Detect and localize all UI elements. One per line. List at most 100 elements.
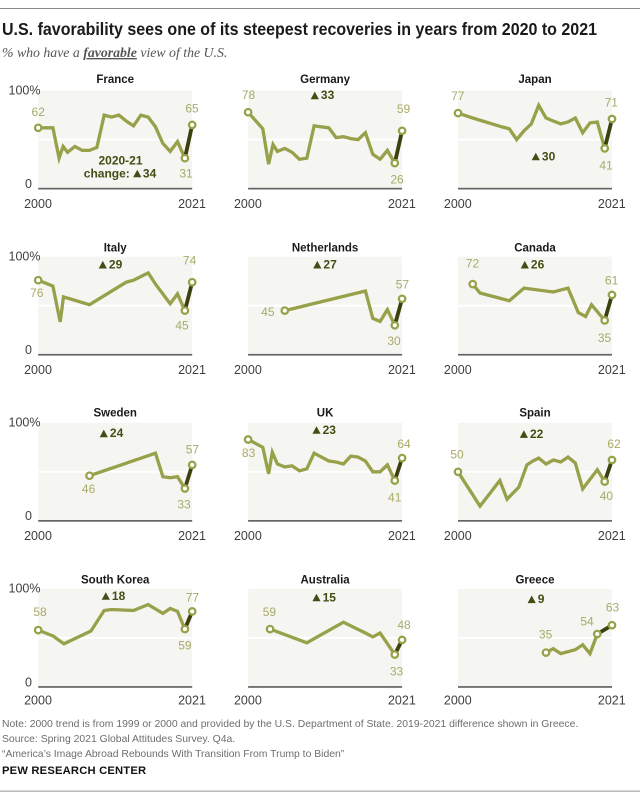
svg-text:Australia: Australia: [300, 575, 350, 587]
svg-text:2021: 2021: [178, 363, 206, 377]
svg-text:2000: 2000: [24, 693, 52, 707]
svg-text:59: 59: [178, 639, 192, 653]
svg-text:30: 30: [387, 334, 401, 348]
svg-text:65: 65: [185, 101, 199, 115]
svg-text:2000: 2000: [24, 363, 52, 377]
svg-text:2021: 2021: [388, 693, 416, 707]
svg-text:27: 27: [323, 258, 337, 272]
svg-text:30: 30: [542, 149, 556, 163]
svg-text:2021: 2021: [178, 529, 206, 543]
svg-text:2000: 2000: [444, 363, 472, 377]
svg-text:“America’s Image Abroad Reboun: “America’s Image Abroad Rebounds With Tr…: [2, 749, 345, 760]
svg-text:Spain: Spain: [519, 408, 550, 420]
svg-text:15: 15: [323, 590, 337, 604]
svg-text:France: France: [96, 74, 134, 86]
svg-text:Japan: Japan: [518, 74, 551, 86]
svg-text:2021: 2021: [178, 197, 206, 211]
svg-text:77: 77: [451, 89, 465, 103]
svg-text:Germany: Germany: [300, 74, 350, 86]
svg-text:59: 59: [397, 102, 411, 116]
svg-text:Note: 2000 trend is from 1999: Note: 2000 trend is from 1999 or 2000 an…: [2, 719, 578, 730]
svg-text:77: 77: [186, 590, 200, 604]
svg-text:61: 61: [605, 273, 619, 287]
svg-text:2021: 2021: [598, 529, 626, 543]
svg-text:100%: 100%: [9, 83, 41, 97]
svg-text:62: 62: [607, 437, 621, 451]
svg-text:26: 26: [390, 172, 404, 186]
svg-text:U.S. favorability sees one of: U.S. favorability sees one of its steepe…: [2, 19, 597, 39]
svg-text:41: 41: [599, 159, 613, 173]
svg-text:Canada: Canada: [514, 243, 556, 255]
svg-text:22: 22: [530, 427, 544, 441]
svg-text:100%: 100%: [9, 249, 41, 263]
svg-text:24: 24: [110, 426, 124, 440]
svg-text:62: 62: [32, 105, 46, 119]
svg-text:31: 31: [179, 167, 193, 181]
svg-text:Sweden: Sweden: [93, 408, 136, 420]
svg-text:33: 33: [177, 497, 191, 511]
svg-text:74: 74: [183, 254, 197, 268]
svg-text:63: 63: [606, 601, 620, 615]
svg-text:64: 64: [397, 437, 411, 451]
svg-text:59: 59: [263, 605, 277, 619]
svg-text:2021: 2021: [388, 363, 416, 377]
svg-text:29: 29: [109, 258, 123, 272]
svg-text:41: 41: [388, 491, 402, 505]
svg-text:Netherlands: Netherlands: [292, 243, 358, 255]
svg-text:2000: 2000: [234, 529, 262, 543]
svg-text:2021: 2021: [598, 197, 626, 211]
svg-text:45: 45: [261, 305, 275, 319]
svg-text:2000: 2000: [24, 197, 52, 211]
svg-text:45: 45: [175, 319, 189, 333]
svg-text:48: 48: [397, 618, 411, 632]
svg-text:33: 33: [390, 664, 404, 678]
svg-text:57: 57: [186, 442, 200, 456]
svg-text:2000: 2000: [234, 363, 262, 377]
svg-text:76: 76: [30, 286, 44, 300]
svg-text:2021: 2021: [388, 529, 416, 543]
svg-text:Italy: Italy: [104, 243, 128, 255]
svg-text:2000: 2000: [234, 197, 262, 211]
svg-text:Source: Spring 2021 Global Att: Source: Spring 2021 Global Attitudes Sur…: [2, 734, 235, 745]
svg-text:0: 0: [25, 177, 32, 191]
svg-text:change:: change:: [84, 166, 130, 180]
svg-text:40: 40: [600, 489, 614, 503]
svg-text:26: 26: [531, 258, 545, 272]
svg-text:72: 72: [466, 256, 480, 270]
svg-text:2000: 2000: [444, 693, 472, 707]
svg-text:35: 35: [598, 331, 612, 345]
svg-text:% who have a favorable view of: % who have a favorable view of the U.S.: [2, 45, 227, 60]
svg-text:South Korea: South Korea: [81, 575, 150, 587]
svg-text:78: 78: [242, 88, 256, 102]
svg-text:33: 33: [321, 88, 335, 102]
svg-text:71: 71: [605, 95, 619, 109]
svg-text:54: 54: [580, 615, 594, 629]
svg-text:35: 35: [539, 628, 553, 642]
svg-text:2021: 2021: [178, 693, 206, 707]
svg-text:0: 0: [25, 343, 32, 357]
svg-text:9: 9: [538, 592, 545, 606]
svg-text:2021: 2021: [598, 693, 626, 707]
svg-text:100%: 100%: [9, 416, 41, 430]
svg-text:2021: 2021: [598, 363, 626, 377]
svg-text:2000: 2000: [444, 197, 472, 211]
svg-text:PEW RESEARCH CENTER: PEW RESEARCH CENTER: [2, 765, 146, 777]
svg-text:2021: 2021: [388, 197, 416, 211]
svg-text:46: 46: [82, 482, 96, 496]
svg-text:50: 50: [450, 448, 464, 462]
svg-text:2020-21: 2020-21: [98, 153, 142, 167]
svg-text:0: 0: [25, 675, 32, 689]
svg-text:100%: 100%: [9, 582, 41, 596]
svg-text:0: 0: [25, 509, 32, 523]
svg-text:34: 34: [143, 166, 157, 180]
svg-text:58: 58: [33, 605, 47, 619]
svg-text:2000: 2000: [24, 529, 52, 543]
svg-text:Greece: Greece: [515, 575, 554, 587]
svg-text:57: 57: [396, 278, 410, 292]
svg-text:2000: 2000: [234, 693, 262, 707]
svg-text:18: 18: [112, 589, 126, 603]
svg-text:2000: 2000: [444, 529, 472, 543]
svg-text:UK: UK: [317, 408, 334, 420]
svg-text:23: 23: [323, 423, 337, 437]
svg-text:83: 83: [242, 446, 256, 460]
